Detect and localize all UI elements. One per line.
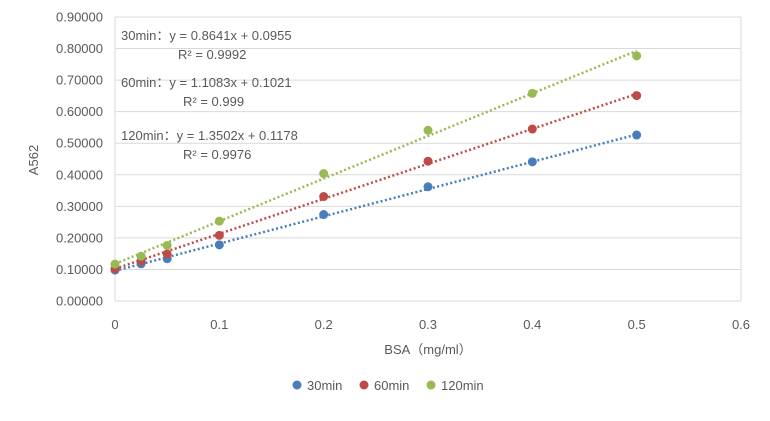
point-30min (214, 240, 224, 250)
point-60min (319, 192, 329, 202)
y-tick-label: 0.10000 (56, 262, 103, 277)
trendline-60min (114, 92, 638, 270)
point-30min (423, 182, 433, 192)
legend-label-60min: 60min (374, 378, 409, 393)
point-120min (319, 169, 329, 179)
y-tick-label: 0.90000 (56, 10, 103, 25)
legend-marker-60min (359, 380, 369, 390)
point-30min (319, 210, 329, 220)
x-tick-label: 0 (111, 317, 118, 332)
point-120min (110, 259, 120, 269)
x-tick-label: 0.1 (210, 317, 228, 332)
x-tick-label: 0.6 (732, 317, 750, 332)
point-120min (162, 240, 172, 250)
point-120min (214, 216, 224, 226)
annotation-120min: 120min：y = 1.3502x + 0.1178 R² = 0.9976 (121, 128, 298, 162)
x-axis-label: BSA（mg/ml） (384, 342, 471, 357)
equation-30min: 30min：y = 0.8641x + 0.0955 (121, 28, 292, 43)
y-tick-label: 0.30000 (56, 199, 103, 214)
r2-30min: R² = 0.9992 (178, 47, 246, 62)
point-120min (632, 51, 642, 61)
y-tick-label: 0.50000 (56, 136, 103, 151)
y-tick-label: 0.40000 (56, 167, 103, 182)
x-tick-label: 0.5 (628, 317, 646, 332)
y-axis-label: A562 (26, 145, 41, 175)
trendlines (114, 49, 638, 273)
annotation-60min: 60min：y = 1.1083x + 0.1021 R² = 0.999 (121, 75, 292, 109)
r2-60min: R² = 0.999 (183, 94, 244, 109)
x-tick-label: 0.3 (419, 317, 437, 332)
legend-marker-120min (426, 380, 436, 390)
data-points (110, 51, 642, 275)
point-30min (632, 130, 642, 140)
point-30min (527, 157, 537, 167)
y-tick-label: 0.20000 (56, 230, 103, 245)
x-tick-label: 0.4 (523, 317, 541, 332)
point-120min (423, 125, 433, 135)
y-tick-labels: 0.00000 0.10000 0.20000 0.30000 0.40000 0.500… (56, 10, 103, 309)
point-60min (214, 230, 224, 240)
y-tick-label: 0.60000 (56, 104, 103, 119)
y-tick-label: 0.70000 (56, 73, 103, 88)
point-120min (136, 251, 146, 261)
legend: 30min 60min 120min (292, 378, 484, 393)
y-tick-label: 0.00000 (56, 294, 103, 309)
trendline-120min (114, 49, 638, 265)
point-120min (527, 88, 537, 98)
x-tick-labels: 0 0.1 0.2 0.3 0.4 0.5 0.6 (111, 317, 750, 332)
annotation-30min: 30min：y = 0.8641x + 0.0955 R² = 0.9992 (121, 28, 292, 62)
r2-120min: R² = 0.9976 (183, 147, 251, 162)
equation-60min: 60min：y = 1.1083x + 0.1021 (121, 75, 292, 90)
point-60min (632, 91, 642, 101)
y-tick-label: 0.80000 (56, 41, 103, 56)
legend-label-120min: 120min (441, 378, 484, 393)
legend-label-30min: 30min (307, 378, 342, 393)
point-60min (423, 156, 433, 166)
point-60min (527, 124, 537, 134)
equation-120min: 120min：y = 1.3502x + 0.1178 (121, 128, 298, 143)
x-tick-label: 0.2 (315, 317, 333, 332)
axes (114, 17, 742, 301)
point-60min (162, 249, 172, 259)
legend-marker-30min (292, 380, 302, 390)
